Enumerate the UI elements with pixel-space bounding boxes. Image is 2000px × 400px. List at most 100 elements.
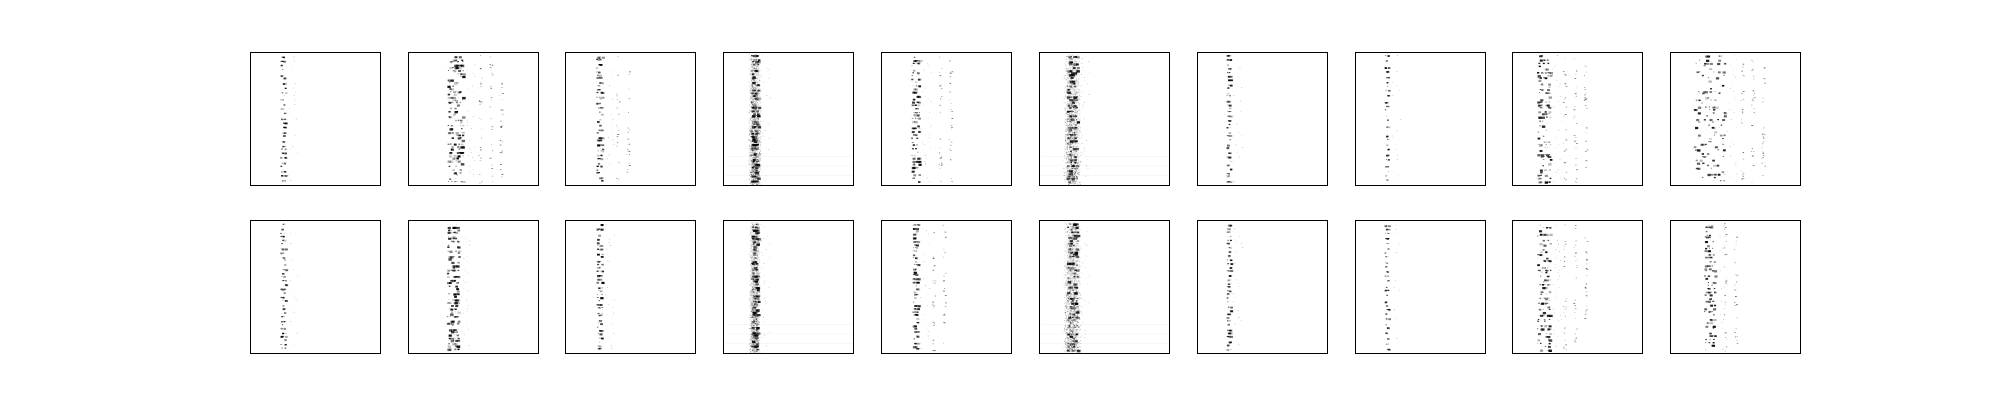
- noise-speck: [755, 85, 757, 86]
- noise-speck: [1066, 172, 1068, 174]
- trail-speck: [924, 160, 926, 162]
- speck: [753, 63, 756, 66]
- noise-speck: [754, 133, 756, 135]
- noise-speck: [1071, 182, 1073, 184]
- noise-speck: [1070, 66, 1071, 68]
- speck: [914, 60, 918, 62]
- speck: [918, 163, 922, 166]
- noise-speck: [1073, 131, 1074, 133]
- noise-speck: [752, 65, 754, 67]
- noise-speck: [750, 73, 752, 75]
- noise-speck: [1079, 91, 1081, 93]
- noise-speck: [1065, 131, 1067, 132]
- noise-speck: [752, 178, 754, 179]
- noise-speck: [750, 156, 752, 157]
- noise-speck: [755, 168, 757, 170]
- noise-speck: [1067, 155, 1068, 157]
- noise-speck: [1078, 162, 1079, 164]
- noise-speck: [758, 143, 759, 145]
- noise-speck: [751, 61, 752, 63]
- secondary-speck: [480, 86, 483, 88]
- secondary-speck: [940, 68, 943, 69]
- noise-speck: [753, 92, 755, 94]
- noise-speck: [752, 169, 753, 171]
- noise-speck: [1066, 151, 1067, 153]
- noise-speck: [1068, 126, 1070, 128]
- noise-speck: [1070, 162, 1072, 164]
- noise-speck: [755, 110, 757, 112]
- noise-speck: [1074, 139, 1076, 141]
- speck: [1227, 147, 1229, 148]
- speck: [1539, 77, 1542, 79]
- noise-speck: [752, 66, 754, 68]
- noise-speck: [1073, 88, 1075, 90]
- noise-speck: [1074, 77, 1076, 79]
- noise-speck: [1065, 130, 1067, 132]
- noise-speck: [750, 87, 752, 89]
- noise-speck: [751, 172, 753, 174]
- noise-speck: [758, 68, 759, 70]
- noise-speck: [1074, 129, 1075, 131]
- noise-speck: [1071, 139, 1073, 141]
- trail-speck: [930, 148, 931, 149]
- speck: [1386, 154, 1389, 157]
- trail-speck: [765, 180, 767, 182]
- noise-speck: [1068, 176, 1069, 177]
- noise-speck: [1073, 94, 1075, 96]
- noise-speck: [1066, 134, 1068, 135]
- secondary-speck: [950, 141, 953, 143]
- noise-speck: [1076, 146, 1078, 147]
- noise-speck: [1071, 54, 1072, 55]
- noise-speck: [1066, 69, 1068, 71]
- secondary-speck: [941, 96, 943, 97]
- noise-speck: [752, 125, 754, 127]
- speck: [913, 112, 915, 113]
- noise-speck: [1068, 73, 1070, 75]
- noise-speck: [1073, 164, 1075, 166]
- speck: [597, 158, 600, 160]
- secondary-speck: [950, 71, 952, 73]
- noise-speck: [752, 131, 753, 133]
- noise-speck: [759, 88, 761, 90]
- trail-speck: [923, 104, 925, 106]
- noise-speck: [1071, 149, 1073, 151]
- noise-speck: [1075, 120, 1077, 122]
- noise-speck: [1066, 153, 1068, 155]
- trail-speck: [608, 154, 610, 156]
- noise-speck: [1073, 160, 1074, 162]
- noise-speck: [1067, 104, 1069, 106]
- noise-speck: [1075, 183, 1077, 185]
- noise-speck: [759, 162, 761, 163]
- noise-speck: [753, 140, 755, 142]
- speck: [917, 78, 921, 81]
- noise-speck: [1067, 79, 1069, 81]
- noise-speck: [754, 163, 756, 165]
- noise-speck: [759, 164, 761, 166]
- noise-speck: [1067, 81, 1069, 83]
- speck: [1076, 165, 1080, 168]
- secondary-speck: [480, 149, 482, 151]
- noise-speck: [1068, 87, 1070, 89]
- speck: [447, 79, 451, 82]
- noise-speck: [1065, 120, 1067, 122]
- secondary-speck: [481, 77, 483, 79]
- noise-speck: [1078, 84, 1079, 86]
- noise-speck: [1072, 59, 1074, 61]
- noise-speck: [751, 80, 752, 82]
- trail-speck: [610, 113, 612, 115]
- speck: [750, 101, 752, 103]
- noise-speck: [1074, 181, 1076, 183]
- noise-speck: [1069, 159, 1070, 161]
- speck: [281, 162, 283, 164]
- noise-speck: [1071, 57, 1073, 59]
- noise-speck: [753, 178, 754, 180]
- noise-speck: [755, 84, 757, 85]
- noise-speck: [750, 97, 752, 99]
- noise-speck: [1072, 119, 1074, 121]
- noise-speck: [1074, 65, 1075, 67]
- noise-speck: [759, 54, 760, 56]
- noise-speck: [759, 79, 761, 81]
- noise-speck: [754, 152, 756, 154]
- noise-speck: [752, 164, 754, 166]
